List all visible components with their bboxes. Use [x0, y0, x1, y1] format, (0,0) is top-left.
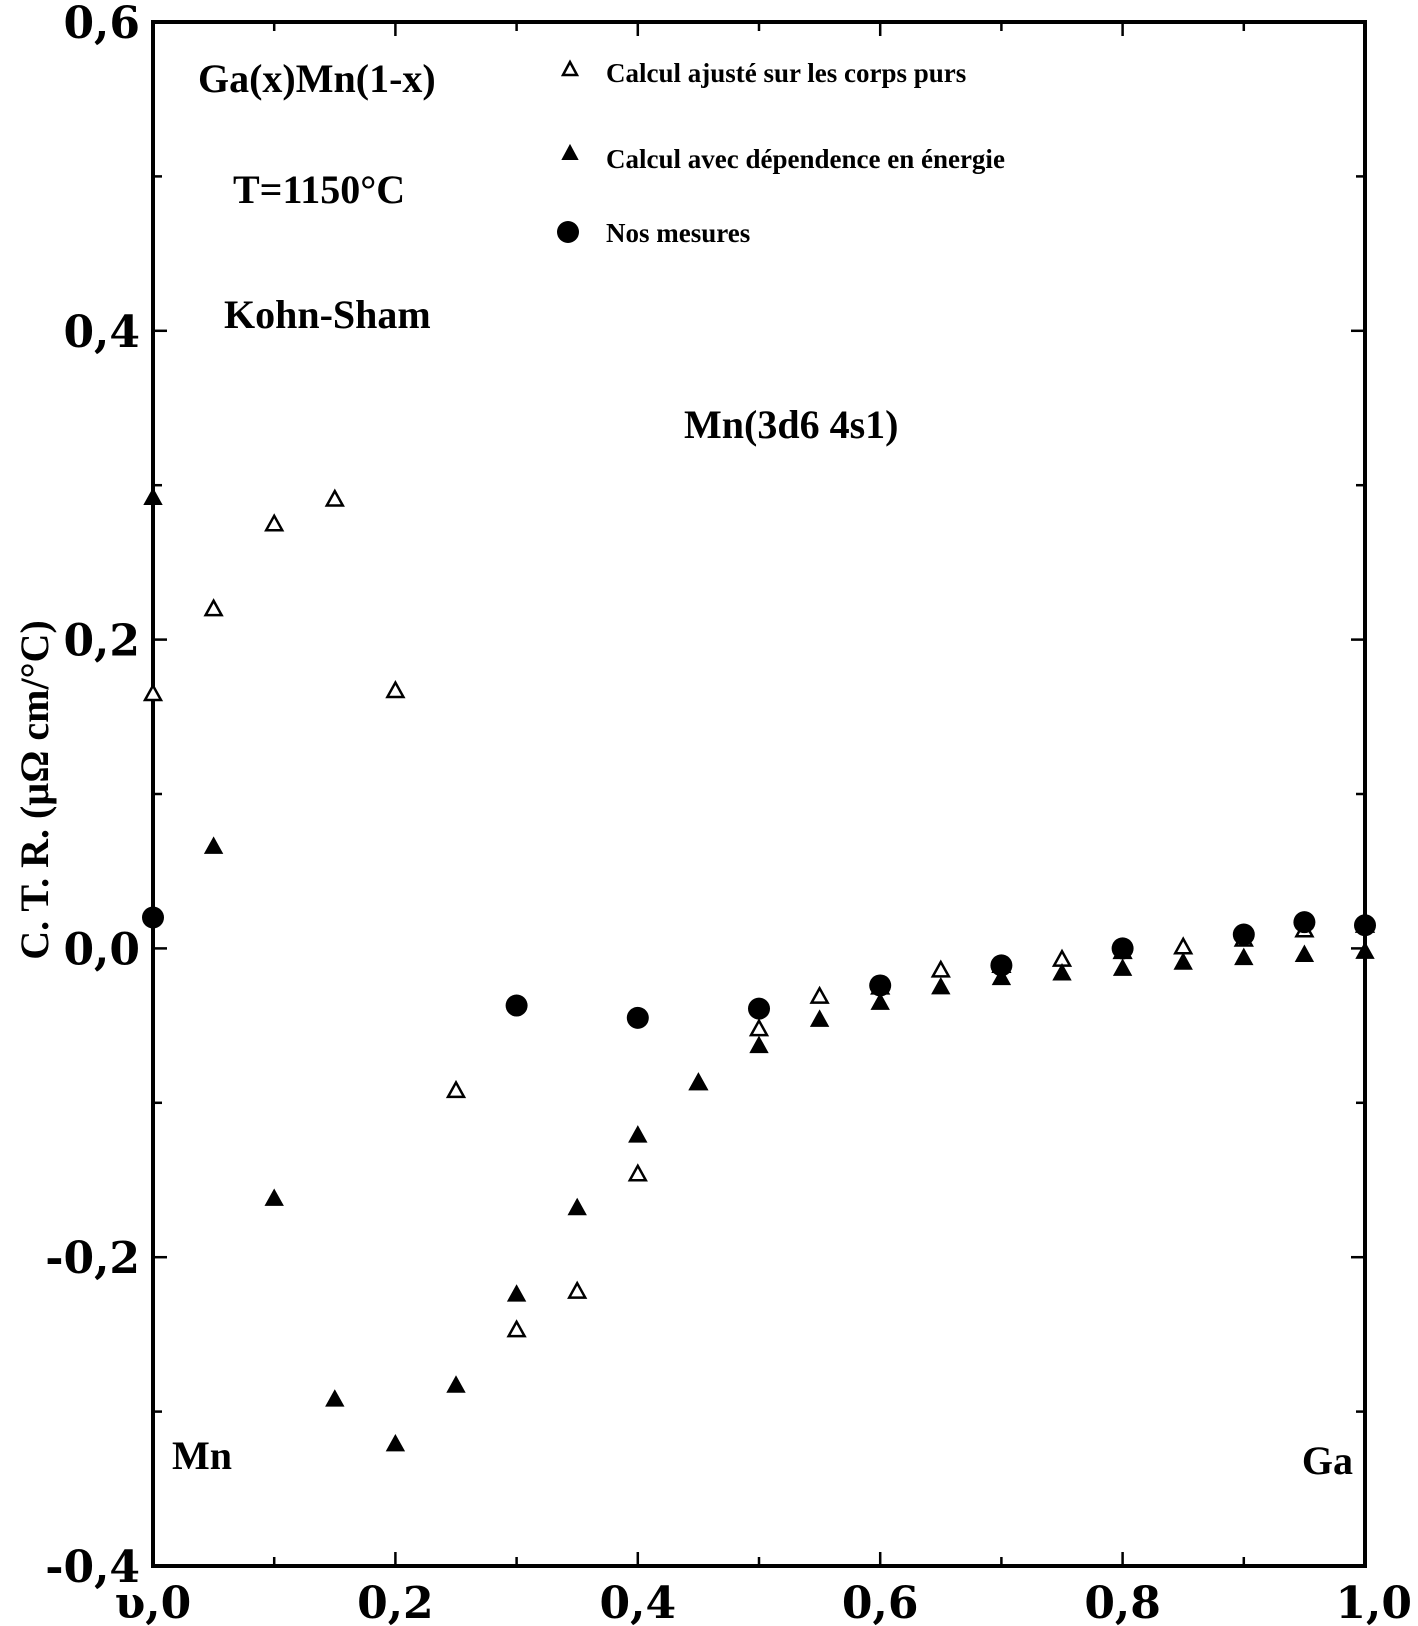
- energy-dependent-point: [1234, 947, 1254, 966]
- energy-dependent-point: [931, 976, 951, 995]
- x-tick-label: 0,8: [1084, 1578, 1161, 1626]
- energy-dependent-point: [264, 1188, 284, 1206]
- left-element-label: Mn: [172, 1433, 232, 1478]
- energy-dependent-point: [991, 967, 1012, 986]
- legend-marker-open-triangle: [560, 59, 580, 77]
- axis-ticks: [151, 20, 1367, 1568]
- legend-label-open-triangle: Calcul ajusté sur les corps purs: [606, 58, 966, 88]
- energy-dependent-point: [688, 1072, 709, 1091]
- alloy-annotation: Ga(x)Mn(1-x): [198, 56, 436, 101]
- plot-frame: [151, 20, 1367, 1568]
- method-annotation: Kohn-Sham: [224, 292, 431, 337]
- y-tick-label: 0,2: [63, 616, 140, 667]
- y-tick-label: -0,2: [45, 1233, 140, 1284]
- measured-point: [505, 994, 528, 1017]
- pure-fit-point: [627, 1163, 648, 1182]
- x-tick-labels: υ,0 0,2 0,4 0,6 0,8 1,0: [115, 1578, 1412, 1626]
- energy-dependent-point: [628, 1125, 648, 1143]
- pure-fit-point: [567, 1280, 588, 1299]
- measured-point: [869, 974, 892, 997]
- energy-dependent-point: [749, 1035, 769, 1054]
- pure-fit-point: [809, 985, 830, 1004]
- y-tick-label: 0,6: [63, 0, 140, 49]
- energy-dependent-point: [1173, 952, 1193, 970]
- measured-point: [1293, 911, 1316, 934]
- data-points: [142, 487, 1376, 1452]
- energy-dependent-point: [1294, 944, 1315, 962]
- right-element-label: Ga: [1302, 1438, 1353, 1483]
- pure-fit-point: [324, 488, 345, 507]
- legend-label-filled-triangle: Calcul avec dépendence en énergie: [606, 144, 1005, 174]
- x-tick-label: 0,6: [842, 1578, 919, 1626]
- pure-fit-point: [930, 959, 951, 978]
- energy-dependent-point: [446, 1375, 466, 1393]
- legend-marker-circle: [557, 221, 579, 243]
- energy-dependent-point: [809, 1009, 830, 1027]
- energy-dependent-point: [1112, 958, 1133, 976]
- energy-dependent-point: [1052, 963, 1072, 981]
- pure-fit-point: [203, 598, 224, 617]
- pure-fit-point: [142, 683, 164, 702]
- pure-fit-point: [748, 1018, 770, 1037]
- x-tick-label: 1,0: [1335, 1578, 1412, 1626]
- measured-point: [1354, 914, 1376, 937]
- pure-fit-point: [264, 513, 285, 532]
- legend: Calcul ajusté sur les corps purs Calcul …: [557, 58, 1005, 248]
- energy-dependent-point: [325, 1389, 345, 1407]
- pure-fit-point: [385, 679, 406, 699]
- measured-point: [748, 997, 770, 1020]
- x-tick-label: 0,4: [600, 1578, 677, 1626]
- y-tick-label: -0,4: [45, 1542, 140, 1593]
- legend-marker-filled-triangle: [561, 143, 579, 160]
- energy-dependent-point: [870, 992, 890, 1010]
- measured-point: [142, 906, 164, 929]
- measured-point: [626, 1006, 649, 1029]
- legend-label-circle: Nos mesures: [606, 218, 750, 248]
- x-tick-label: 0,2: [357, 1578, 434, 1626]
- energy-dependent-point: [1355, 941, 1375, 959]
- energy-dependent-point: [143, 487, 163, 505]
- temperature-annotation: T=1150°C: [233, 167, 405, 212]
- configuration-annotation: Mn(3d6 4s1): [684, 402, 898, 447]
- pure-fit-point: [506, 1319, 527, 1338]
- measured-point: [990, 954, 1013, 977]
- pure-fit-point: [1173, 936, 1194, 955]
- energy-dependent-point: [385, 1433, 406, 1452]
- y-tick-label: 0,4: [63, 307, 140, 358]
- energy-dependent-point: [506, 1284, 527, 1302]
- energy-dependent-point: [567, 1197, 587, 1216]
- energy-dependent-point: [203, 836, 224, 854]
- x-tick-label: υ,0: [115, 1578, 191, 1626]
- y-axis-label: C. T. R. (µΩ cm/°C): [12, 620, 57, 960]
- pure-fit-point: [445, 1079, 467, 1099]
- y-tick-label: 0,0: [63, 924, 140, 975]
- measured-point: [1232, 923, 1255, 946]
- y-tick-labels: 0,6 0,4 0,2 0,0 -0,2 -0,4: [45, 0, 140, 1593]
- measured-point: [1111, 937, 1134, 960]
